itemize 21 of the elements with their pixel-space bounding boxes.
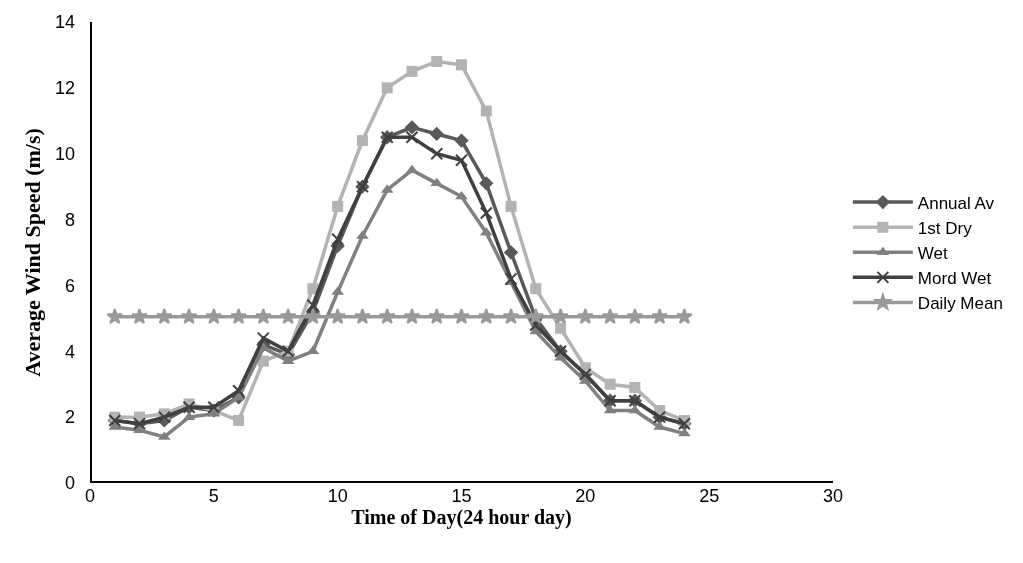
x-axis-title: Time of Day(24 hour day) [351, 506, 572, 529]
y-tick-label: 10 [54, 144, 75, 165]
y-tick-label: 4 [64, 341, 75, 362]
x-tick-label: 5 [208, 486, 219, 506]
legend-label: Daily Mean [917, 294, 1003, 314]
legend-label: 1st Dry [917, 218, 973, 238]
x-tick-label: 30 [822, 486, 844, 506]
legend-label: Annual Av [917, 193, 995, 213]
legend-label: Wet [917, 243, 949, 263]
y-axis-title: Average Wind Speed (m/s) [19, 128, 45, 377]
y-tick-label: 14 [54, 12, 75, 33]
x-tick-label: 10 [327, 486, 348, 506]
x-tick-label: 0 [84, 486, 96, 506]
x-tick-label: 20 [575, 486, 596, 506]
y-tick-label: 2 [64, 407, 75, 428]
y-tick-label: 12 [54, 78, 75, 99]
x-tick-label: 25 [699, 486, 720, 506]
y-tick-label: 6 [64, 275, 75, 296]
x-tick-label: 15 [451, 486, 472, 506]
legend-label: Mord Wet [917, 268, 992, 288]
y-tick-label: 8 [64, 209, 75, 230]
